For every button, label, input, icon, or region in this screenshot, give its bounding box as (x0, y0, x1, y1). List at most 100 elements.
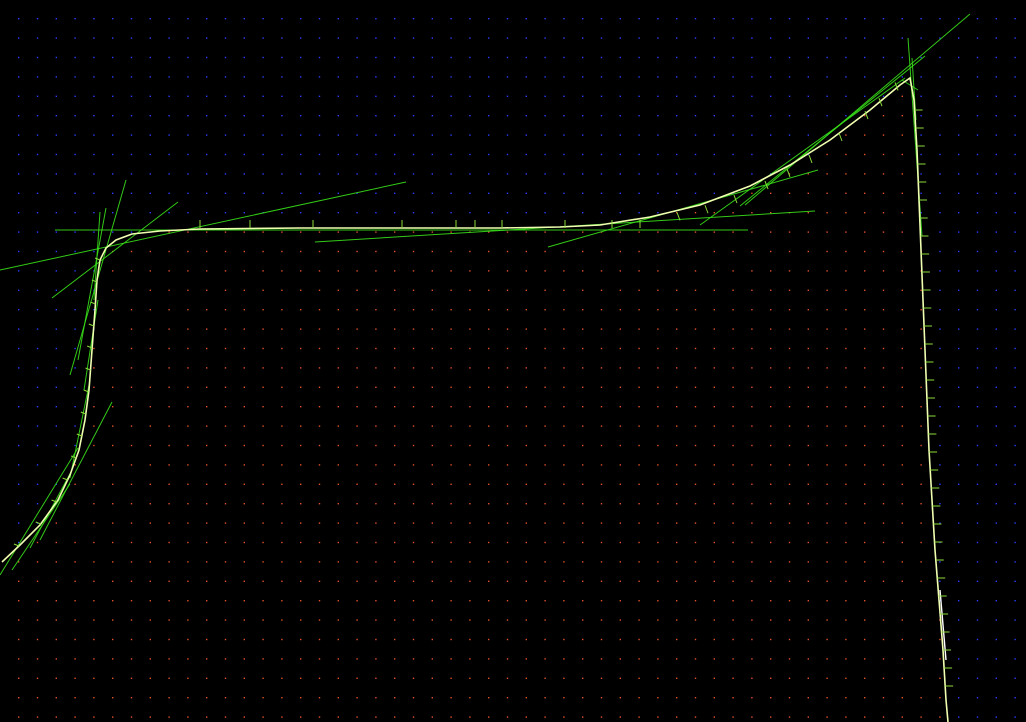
grid-dot (412, 37, 415, 39)
grid-dot (93, 173, 95, 175)
grid-dot (187, 503, 189, 505)
grid-dot (394, 192, 396, 194)
grid-dot (187, 697, 189, 699)
grid-dot (845, 522, 847, 524)
grid-dot (488, 173, 490, 175)
grid-dot (488, 328, 490, 330)
grid-dot (168, 37, 170, 39)
grid-dot (112, 541, 114, 544)
grid-dot (262, 658, 264, 660)
grid-dot (713, 76, 715, 78)
grid-dot (74, 444, 76, 447)
grid-dot (619, 425, 621, 427)
grid-dot (864, 309, 866, 311)
grid-dot (676, 677, 678, 679)
grid-dot (864, 580, 866, 582)
grid-dot (93, 134, 95, 136)
grid-dot (506, 677, 509, 679)
grid-dot (525, 503, 527, 505)
grid-dot (356, 425, 358, 427)
grid-dot (262, 677, 264, 679)
grid-dot (864, 250, 866, 253)
grid-dot (168, 444, 170, 447)
grid-dot (976, 716, 979, 718)
grid-dot (394, 425, 396, 427)
grid-dot (55, 95, 57, 97)
curvature-tick (85, 367, 91, 371)
grid-dot (130, 289, 133, 291)
grid-dot (807, 716, 809, 718)
grid-dot (450, 522, 452, 524)
grid-dot (845, 503, 847, 505)
grid-dot (920, 231, 922, 233)
grid-dot (600, 56, 603, 59)
grid-dot (770, 677, 772, 679)
grid-dot (300, 250, 302, 253)
grid-dot (412, 231, 415, 233)
grid-dot (281, 18, 283, 20)
grid-dot (751, 464, 753, 466)
grid-dot (506, 328, 509, 330)
grid-dot (995, 367, 997, 369)
grid-dot (243, 697, 245, 699)
grid-dot (337, 250, 339, 253)
grid-dot (224, 328, 227, 330)
grid-dot (845, 56, 847, 59)
grid-dot (356, 522, 358, 524)
grid-dot (920, 503, 922, 505)
grid-dot (431, 250, 433, 253)
grid-dot (206, 95, 208, 97)
grid-dot (657, 483, 659, 485)
grid-dot (770, 18, 772, 20)
grid-dot (281, 464, 283, 466)
grid-dot (431, 406, 433, 408)
tangent-line (699, 77, 906, 226)
grid-dot (976, 309, 979, 311)
grid-dot (394, 212, 396, 214)
grid-dot (412, 192, 415, 194)
grid-dot (394, 658, 396, 660)
grid-dot (469, 503, 471, 505)
grid-dot (300, 716, 302, 718)
grid-dot (751, 483, 753, 485)
grid-dot (300, 600, 302, 602)
grid-dot (206, 619, 208, 621)
grid-dot (638, 231, 640, 233)
grid-dot (506, 464, 509, 466)
grid-dot (751, 212, 753, 214)
grid-dot (694, 56, 697, 59)
grid-dot (544, 522, 546, 524)
grid-dot (18, 619, 20, 621)
grid-dot (920, 444, 922, 447)
grid-dot (281, 503, 283, 505)
grid-dot (826, 638, 828, 641)
grid-dot (206, 658, 208, 660)
grid-dot (713, 18, 715, 20)
grid-dot (394, 289, 396, 291)
grid-dot (243, 289, 245, 291)
grid-dot (638, 18, 640, 20)
grid-dot (995, 347, 997, 350)
grid-dot (619, 522, 621, 524)
curvature-tick (86, 345, 93, 349)
grid-dot (1014, 406, 1016, 408)
grid-dot (74, 425, 76, 427)
grid-dot (676, 328, 678, 330)
grid-dot (168, 95, 170, 97)
grid-dot (431, 561, 433, 563)
grid-dot (619, 250, 621, 253)
grid-dot (751, 367, 753, 369)
grid-dot (356, 716, 358, 718)
grid-dot (394, 406, 396, 408)
grid-dot (939, 347, 941, 350)
grid-dot (506, 18, 509, 20)
grid-dot (469, 250, 471, 253)
grid-dot (845, 173, 847, 175)
tangent-line (93, 211, 101, 301)
grid-dot (149, 619, 151, 621)
grid-dot (676, 270, 678, 272)
grid-dot (206, 483, 208, 485)
grid-dot (544, 600, 546, 602)
grid-dot (412, 386, 415, 388)
